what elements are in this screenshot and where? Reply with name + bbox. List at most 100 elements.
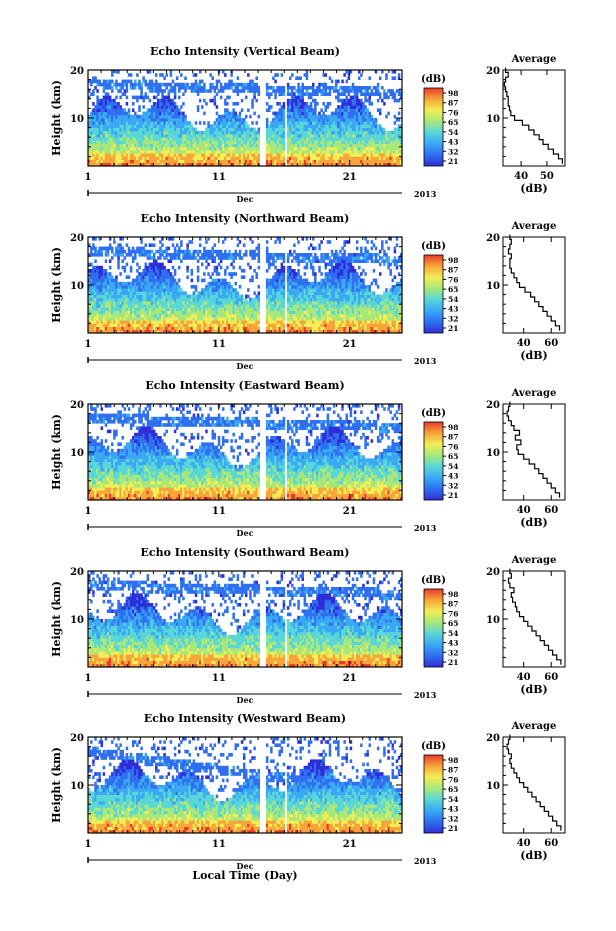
- heatmap-cell: [278, 162, 281, 167]
- heatmap-cell: [104, 95, 108, 100]
- heatmap-cell: [154, 146, 158, 151]
- heatmap-cell: [173, 272, 177, 276]
- heatmap-cell: [297, 86, 300, 90]
- heatmap-cell: [335, 82, 338, 87]
- heatmap-cell: [106, 95, 110, 100]
- heatmap-cell: [102, 150, 106, 154]
- heatmap-cell: [234, 249, 238, 254]
- heatmap-cell: [157, 82, 160, 87]
- heatmap-cell: [297, 153, 300, 157]
- heatmap-cell: [182, 137, 185, 141]
- heatmap-cell: [182, 86, 185, 90]
- heatmap-cell: [198, 121, 202, 125]
- heatmap-cell: [94, 162, 97, 167]
- heatmap-cell: [249, 127, 252, 132]
- heatmap-cell: [230, 156, 233, 160]
- heatmap-cell: [186, 159, 189, 164]
- heatmap-cell: [201, 159, 204, 164]
- heatmap-cell: [245, 127, 248, 132]
- heatmap-cell: [165, 118, 168, 122]
- heatmap-cell: [175, 137, 179, 141]
- heatmap-cell: [198, 249, 202, 254]
- heatmap-cell: [144, 114, 148, 119]
- heatmap-cell: [106, 156, 110, 160]
- heatmap-cell: [240, 98, 244, 103]
- heatmap-cell: [295, 143, 298, 148]
- heatmap-cell: [316, 143, 319, 148]
- heatmap-cell: [125, 140, 129, 144]
- heatmap-cell: [182, 127, 185, 132]
- heatmap-cell: [108, 102, 112, 106]
- heatmap-cell: [175, 82, 179, 87]
- heatmap-cell: [167, 246, 171, 251]
- avg-title: Average: [511, 54, 557, 65]
- heatmap-cell: [186, 146, 189, 151]
- heatmap-cell: [121, 114, 124, 119]
- heatmap-cell: [224, 159, 227, 164]
- heatmap-cell: [232, 124, 235, 128]
- heatmap-cell: [157, 130, 160, 135]
- heatmap-cell: [111, 121, 114, 125]
- heatmap-cell: [234, 256, 238, 260]
- heatmap-cell: [207, 134, 210, 138]
- heatmap-cell: [178, 108, 181, 112]
- heatmap-cell: [167, 127, 171, 132]
- heatmap-cell: [318, 143, 321, 148]
- heatmap-cell: [362, 102, 365, 106]
- heatmap-cell: [247, 146, 250, 151]
- heatmap-cell: [230, 114, 233, 119]
- heatmap-cell: [247, 294, 250, 299]
- heatmap-cell: [138, 108, 141, 112]
- heatmap-cell: [234, 124, 238, 128]
- heatmap-cell: [131, 124, 135, 128]
- heatmap-cell: [301, 162, 305, 167]
- heatmap-cell: [265, 127, 269, 132]
- heatmap-cell: [142, 159, 145, 164]
- heatmap-cell: [303, 86, 307, 90]
- heatmap-cell: [309, 143, 313, 148]
- heatmap-cell: [314, 111, 317, 116]
- heatmap-cell: [186, 246, 189, 251]
- heatmap-cell: [217, 130, 221, 135]
- heatmap-cell: [127, 118, 131, 122]
- heatmap-cell: [159, 111, 162, 116]
- heatmap-cell: [138, 159, 141, 164]
- heatmap-cell: [238, 130, 242, 135]
- heatmap-cell: [148, 143, 152, 148]
- heatmap-cell: [119, 114, 122, 119]
- heatmap-cell: [92, 156, 95, 160]
- heatmap-cell: [154, 143, 158, 148]
- heatmap-cell: [240, 124, 244, 128]
- heatmap-cell: [175, 143, 179, 148]
- heatmap-cell: [138, 114, 141, 119]
- heatmap-cell: [242, 159, 246, 164]
- heatmap-cell: [102, 130, 106, 135]
- heatmap-cell: [108, 98, 112, 103]
- heatmap-cell: [94, 134, 97, 138]
- heatmap-cell: [219, 86, 223, 90]
- heatmap-cell: [129, 121, 133, 125]
- heatmap-cell: [276, 156, 279, 160]
- heatmap-cell: [374, 118, 378, 122]
- heatmap-cell: [295, 102, 298, 106]
- heatmap-cell: [194, 73, 198, 77]
- heatmap-cell: [215, 159, 219, 164]
- heatmap-cell: [307, 143, 311, 148]
- heatmap-cell: [295, 153, 298, 157]
- heatmap-cell: [201, 153, 204, 157]
- heatmap-cell: [113, 124, 116, 128]
- heatmap-cell: [286, 130, 290, 135]
- colorbar: [423, 87, 444, 167]
- heatmap-cell: [90, 156, 93, 160]
- heatmap-cell: [201, 262, 204, 267]
- heatmap-cell: [276, 124, 279, 128]
- heatmap-cell: [144, 162, 148, 167]
- heatmap-cell: [184, 162, 187, 167]
- panel-1: Echo Intensity (Vertical Beam)2010Height…: [50, 45, 566, 204]
- heatmap-cell: [102, 114, 106, 119]
- heatmap-cell: [148, 118, 152, 122]
- heatmap-cell: [211, 156, 214, 160]
- heatmap-cell: [224, 82, 227, 87]
- heatmap-cell: [144, 243, 148, 247]
- heatmap-cell: [163, 105, 166, 109]
